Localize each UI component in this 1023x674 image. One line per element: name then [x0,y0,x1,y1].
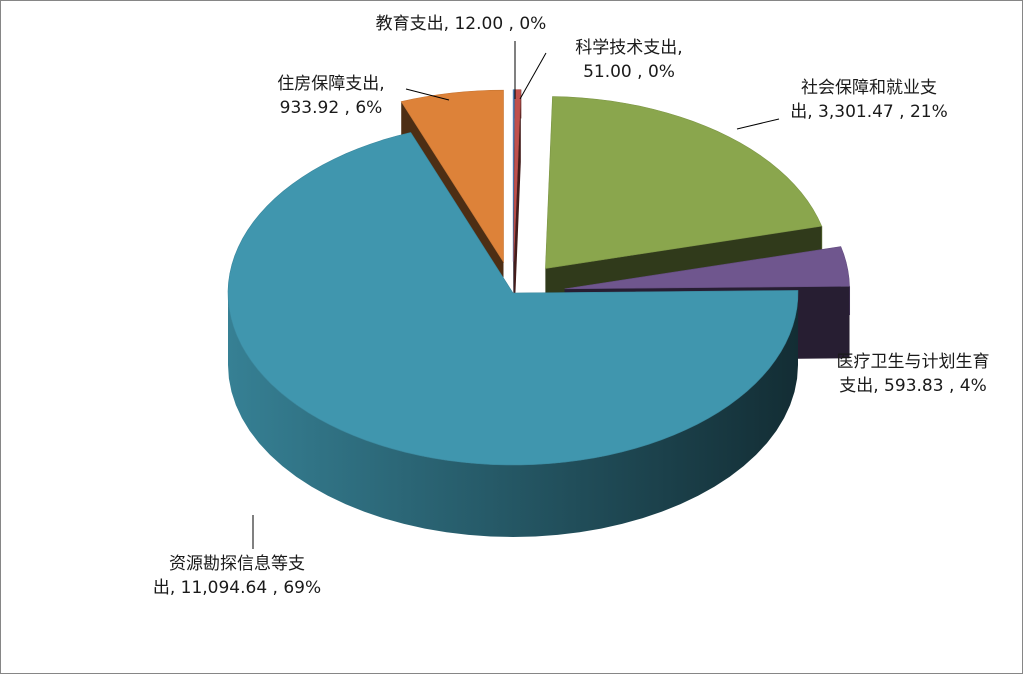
data-label-2-line-0: 社会保障和就业支 [801,78,937,98]
slice-wall-1-1 [513,89,521,334]
pie-slice-5 [400,89,504,264]
leader-line-1 [519,52,547,100]
data-label-5-line-0: 住房保障支出, [277,74,384,94]
data-label-5-line-1: 933.92 , 6% [280,98,383,118]
pie-slice-4 [227,132,799,466]
data-label-2-line-1: 出, 3,301.47 , 21% [790,102,948,122]
slice-rim-4 [228,293,798,537]
data-label-3-line-0: 医疗卫生与计划生育 [837,352,990,372]
pie-slice-0 [512,89,515,262]
pie-slice-2 [545,96,823,269]
data-label-3-line-1: 支出, 593.83 , 4% [839,376,986,396]
data-label-0-line-0: 教育支出, 12.00 , 0% [376,14,547,34]
data-label-4-line-0: 资源勘探信息等支 [169,554,305,574]
data-label-4-line-1: 出, 11,094.64 , 69% [153,578,321,598]
data-label-1-line-0: 科学技术支出, [575,38,682,58]
leader-line-5 [405,88,450,101]
pie-slice-3 [564,246,850,290]
data-label-1-line-1: 51.00 , 0% [583,62,675,82]
leader-line-2 [736,118,780,130]
